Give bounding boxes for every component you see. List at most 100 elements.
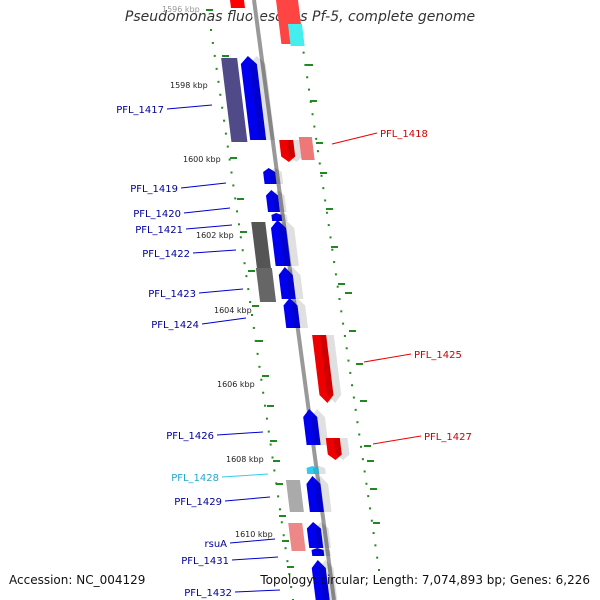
right-ring-dot: [320, 174, 323, 177]
gene-pfl-1429-homolog: [285, 480, 304, 512]
left-ring-dot: [241, 249, 244, 252]
scale-tick-label: 1596 kbp: [162, 5, 200, 14]
right-ring-dot: [315, 137, 318, 140]
right-ring-dot: [327, 224, 330, 227]
gene-label-rsua: rsuA: [205, 539, 228, 550]
right-ring-dot: [313, 125, 316, 128]
gene-label-pfl-1423: PFL_1423: [148, 289, 196, 300]
left-ring-tick: [237, 198, 244, 200]
left-ring-tick: [222, 55, 229, 57]
leader-line-pfl-1426: [216, 431, 264, 436]
right-ring-dot: [334, 273, 337, 276]
right-ring-tick: [316, 142, 323, 144]
left-ring-dot: [278, 508, 281, 511]
left-ring-dot: [254, 339, 257, 342]
top-feature-red: [230, 0, 245, 8]
top-feature-cyan: [287, 24, 305, 46]
gene-pfl-1427: [325, 438, 350, 460]
top-feature-cyan-shape: [287, 24, 305, 46]
gene-pfl-1425-shape: [312, 335, 334, 403]
left-ring-dot: [219, 93, 222, 96]
right-ring-dot: [325, 211, 328, 214]
leader-line-pfl-1422: [192, 249, 237, 254]
left-ring-tick: [252, 305, 259, 307]
left-ring-dot: [267, 430, 270, 433]
left-ring-dot: [228, 158, 231, 161]
gene-label-pfl-1418: PFL_1418: [380, 129, 428, 140]
left-ring-dot: [243, 262, 246, 265]
gene-label-pfl-1426: PFL_1426: [166, 431, 214, 442]
left-ring-tick: [256, 340, 263, 342]
gene-pfl-1419-shape: [263, 168, 277, 184]
scale-tick-label: 1606 kbp: [217, 380, 255, 389]
right-ring-dot: [358, 433, 361, 436]
right-ring-tick: [370, 488, 377, 490]
gene-rsua-homolog: [288, 523, 306, 551]
left-ring-dot: [226, 145, 229, 148]
right-ring-tick: [326, 208, 333, 210]
gene-pfl-1420-shape: [266, 190, 281, 212]
left-ring-dot: [265, 417, 268, 420]
right-ring-dot: [324, 199, 327, 202]
leader-line-pfl-1431: [231, 556, 279, 561]
left-ring-dot: [215, 67, 218, 70]
gene-pfl-1424-shape: [283, 298, 301, 328]
right-ring-dot: [336, 285, 339, 288]
leader-line-pfl-1417: [166, 104, 213, 110]
right-ring-dot: [372, 532, 375, 535]
leader-line-pfl-1427: [372, 435, 422, 445]
gene-pfl-1418-shade: [286, 140, 303, 162]
right-ring-tick: [306, 64, 313, 66]
gene-pfl-1423-homolog: [255, 268, 277, 302]
leader-line-pfl-1424: [201, 317, 247, 325]
left-ring-tick: [230, 157, 237, 159]
right-ring-dot: [369, 507, 372, 510]
right-ring-dot: [343, 334, 346, 337]
left-ring-dot: [224, 132, 227, 135]
leader-line-rsua: [229, 538, 276, 544]
left-ring-dot: [258, 365, 261, 368]
left-ring-dot: [234, 197, 237, 200]
gene-pfl-1423: [278, 267, 304, 299]
left-ring-dot: [260, 378, 263, 381]
left-ring-dot: [249, 301, 252, 304]
left-ring-tick: [279, 515, 286, 517]
right-ring-dot: [360, 445, 363, 448]
left-ring-dot: [245, 275, 248, 278]
gene-label-pfl-1428: PFL_1428: [171, 473, 219, 484]
gene-pfl-1432-shade: [319, 560, 338, 600]
gene-pfl-1420-shade: [272, 190, 287, 212]
gene-label-pfl-1427: PFL_1427: [424, 432, 472, 443]
right-ring-dot: [331, 248, 334, 251]
leader-line-pfl-1429: [224, 496, 271, 502]
gene-pfl-1428: [306, 466, 326, 474]
gene-pfl-1417-shape: [240, 56, 267, 140]
gene-homology-bar-shape: [221, 58, 248, 142]
left-ring-tick: [267, 405, 274, 407]
left-ring-dot: [230, 171, 233, 174]
gene-pfl-1424: [283, 298, 308, 328]
left-ring-tick: [262, 375, 269, 377]
gene-pfl-1423-shade: [286, 267, 304, 299]
left-ring-dot: [221, 106, 224, 109]
gene-pfl-1429-shape: [306, 476, 324, 512]
right-ring-dot: [329, 236, 332, 239]
gene-pfl-1429: [306, 476, 332, 512]
leader-line-pfl-1418: [331, 132, 378, 145]
left-ring-tick: [287, 566, 294, 568]
gene-pfl-1429-shade: [314, 476, 332, 512]
gene-pfl-1432-shape: [311, 560, 330, 600]
leader-line-pfl-1432: [234, 589, 281, 593]
gene-pfl-1425: [312, 335, 342, 403]
right-ring-tick: [345, 292, 352, 294]
right-ring-dot: [367, 495, 370, 498]
gene-pfl-1428-shade: [313, 466, 326, 474]
left-ring-dot: [282, 534, 285, 537]
gene-pfl-1421-shape: [271, 213, 283, 221]
right-ring-tick: [320, 172, 327, 174]
right-ring-dot: [354, 408, 357, 411]
gene-pfl-1420: [266, 190, 287, 212]
gene-label-pfl-1421: PFL_1421: [135, 225, 183, 236]
right-ring-dot: [345, 347, 348, 350]
right-ring-tick: [310, 100, 317, 102]
